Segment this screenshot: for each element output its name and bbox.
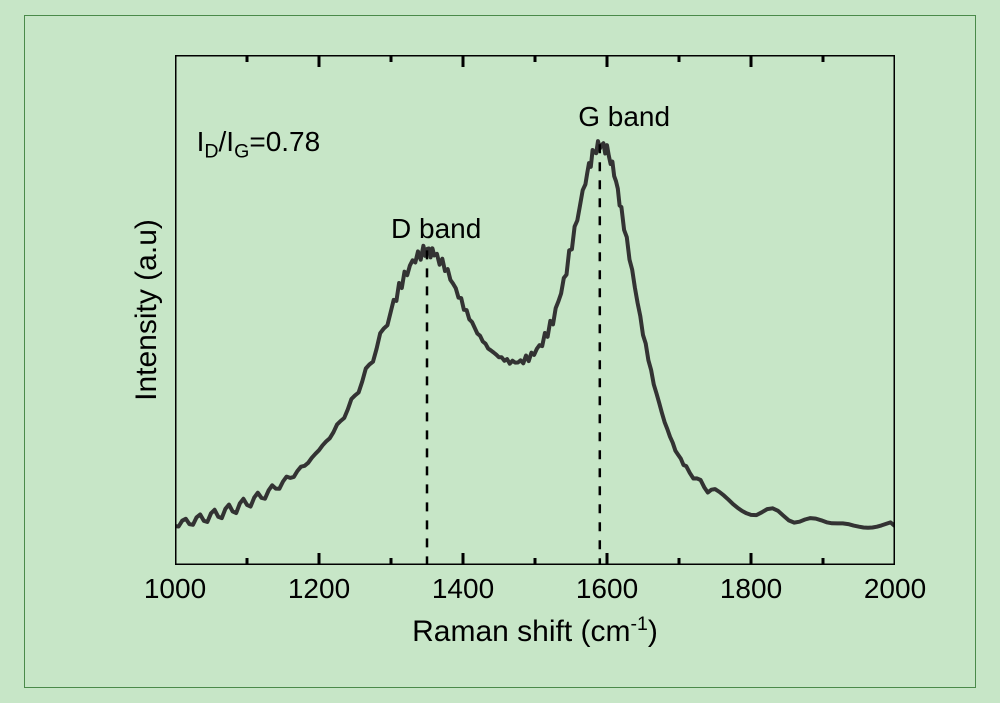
spectrum-line	[175, 141, 895, 528]
annotation-ratio-text: ID/IG=0.78	[197, 126, 321, 157]
x-tick-label: 1800	[720, 573, 782, 605]
annotation-g-band: G band	[578, 101, 670, 133]
x-axis-label-text: Raman shift (cm-1)	[412, 615, 658, 648]
x-axis-label: Raman shift (cm-1)	[175, 613, 895, 649]
annotation-d-band: D band	[391, 213, 481, 245]
x-tick-label: 1600	[576, 573, 638, 605]
x-tick-label: 1400	[432, 573, 494, 605]
annotation-ratio: ID/IG=0.78	[197, 126, 321, 164]
x-tick-label: 1200	[288, 573, 350, 605]
plot-area: ID/IG=0.78 D band G band	[175, 55, 895, 565]
figure-canvas: ID/IG=0.78 D band G band 1000 1200 1400 160…	[0, 0, 1000, 703]
x-tick-label: 1000	[144, 573, 206, 605]
x-tick-label: 2000	[864, 573, 926, 605]
y-axis-label: Intensity (a.u)	[130, 55, 164, 565]
